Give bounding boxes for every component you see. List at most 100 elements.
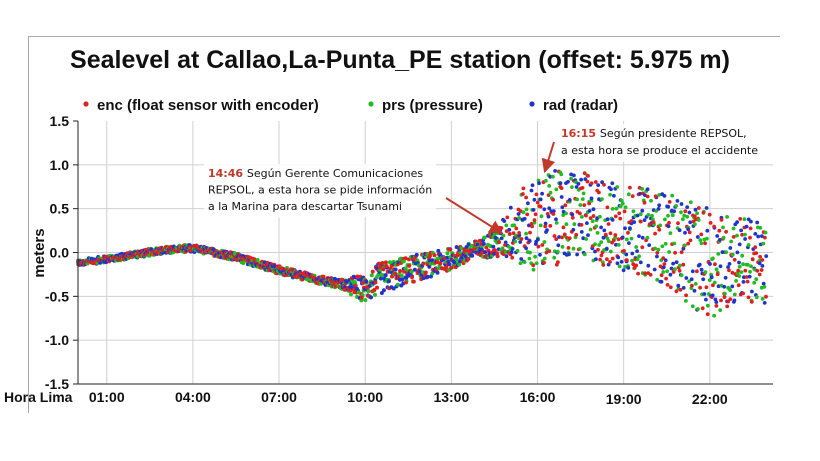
point-1-618 <box>741 262 745 266</box>
point-1-565 <box>684 299 688 303</box>
point-0-638 <box>763 235 767 240</box>
point-0-545 <box>662 262 667 266</box>
point-2-597 <box>718 264 723 269</box>
point-1-395 <box>501 233 506 238</box>
point-2-602 <box>723 275 728 280</box>
point-0-399 <box>505 215 510 220</box>
point-0-570 <box>690 283 694 288</box>
point-1-619 <box>742 217 747 222</box>
point-1-564 <box>682 243 687 248</box>
annotation-1-line-1: a esta hora se produce el accidente <box>561 144 758 157</box>
point-0-337 <box>438 261 443 266</box>
point-2-289 <box>386 279 391 284</box>
point-1-638 <box>762 285 767 289</box>
point-0-451 <box>561 225 566 230</box>
point-1-470 <box>581 191 586 196</box>
point-2-553 <box>671 261 675 266</box>
point-1-585 <box>705 303 710 308</box>
point-2-626 <box>750 289 754 294</box>
point-1-568 <box>687 279 691 284</box>
point-0-450 <box>560 235 564 240</box>
point-2-448 <box>558 181 563 186</box>
point-2-639 <box>764 254 769 258</box>
point-2-565 <box>684 276 689 280</box>
point-0-491 <box>605 257 609 262</box>
point-2-568 <box>687 210 692 215</box>
point-0-608 <box>730 270 735 275</box>
point-2-559 <box>677 228 682 233</box>
annotation-bg-1 <box>557 124 757 162</box>
point-0-537 <box>653 194 658 199</box>
y-tick-label-5: -1.0 <box>45 332 69 348</box>
point-1-577 <box>696 218 701 222</box>
point-0-609 <box>731 235 736 239</box>
point-0-476 <box>588 216 593 221</box>
point-1-561 <box>679 273 684 278</box>
point-1-625 <box>749 264 753 269</box>
point-1-637 <box>761 241 766 246</box>
point-0-527 <box>643 271 647 276</box>
point-0-500 <box>613 214 618 219</box>
point-2-443 <box>553 169 557 173</box>
point-1-441 <box>551 174 555 179</box>
point-0-441 <box>551 197 555 202</box>
point-0-470 <box>582 203 587 208</box>
point-0-401 <box>508 232 512 236</box>
point-2-576 <box>695 235 700 239</box>
point-0-391 <box>497 240 501 245</box>
point-2-507 <box>621 268 626 273</box>
point-2-471 <box>583 177 588 182</box>
point-1-623 <box>746 243 751 247</box>
y-axis-ticks: 1.5 1.0 0.5 0.0 -0.5 -1.0 -1.5 <box>45 113 78 392</box>
point-2-377 <box>481 241 486 246</box>
point-1-620 <box>743 232 747 237</box>
point-1-575 <box>695 211 699 216</box>
point-1-599 <box>721 225 725 230</box>
point-2-459 <box>570 212 575 217</box>
point-1-420 <box>528 250 532 255</box>
point-0-433 <box>542 260 546 265</box>
point-1-616 <box>739 270 744 274</box>
point-0-493 <box>606 222 611 226</box>
annotation-0-time: 14:46 <box>208 167 247 180</box>
point-0-390 <box>495 254 500 259</box>
point-0-499 <box>613 233 618 237</box>
point-2-479 <box>591 207 596 212</box>
point-2-487 <box>600 180 604 185</box>
point-2-489 <box>602 228 607 233</box>
point-1-406 <box>513 239 518 244</box>
point-1-503 <box>617 264 622 269</box>
point-2-480 <box>593 249 597 254</box>
point-1-562 <box>681 217 685 222</box>
point-1-600 <box>721 235 726 240</box>
point-2-427 <box>536 237 540 242</box>
point-0-577 <box>696 206 701 210</box>
point-2-502 <box>616 255 621 260</box>
x-tick-label-5: 16:00 <box>520 389 556 405</box>
point-1-276 <box>373 292 377 297</box>
point-1-435 <box>544 178 548 183</box>
point-1-538 <box>655 277 660 282</box>
point-2-286 <box>383 273 388 278</box>
point-1-451 <box>561 213 566 218</box>
point-1-459 <box>570 185 574 190</box>
annotation-1-time: 16:15 <box>561 127 600 140</box>
point-1-544 <box>661 270 666 274</box>
point-1-597 <box>718 308 723 312</box>
point-2-531 <box>647 243 652 248</box>
legend-marker-0 <box>83 101 89 107</box>
point-0-626 <box>749 300 754 304</box>
point-1-590 <box>711 256 715 261</box>
point-1-486 <box>599 240 604 245</box>
point-0-389 <box>495 251 499 256</box>
label-patch-2200 <box>672 386 737 414</box>
point-1-424 <box>532 220 537 225</box>
point-2-423 <box>531 208 536 212</box>
point-1-320 <box>420 270 425 275</box>
point-1-576 <box>696 307 700 311</box>
point-2-512 <box>627 241 631 246</box>
point-2-431 <box>540 191 544 196</box>
point-0-346 <box>448 247 452 252</box>
point-2-328 <box>429 274 433 279</box>
